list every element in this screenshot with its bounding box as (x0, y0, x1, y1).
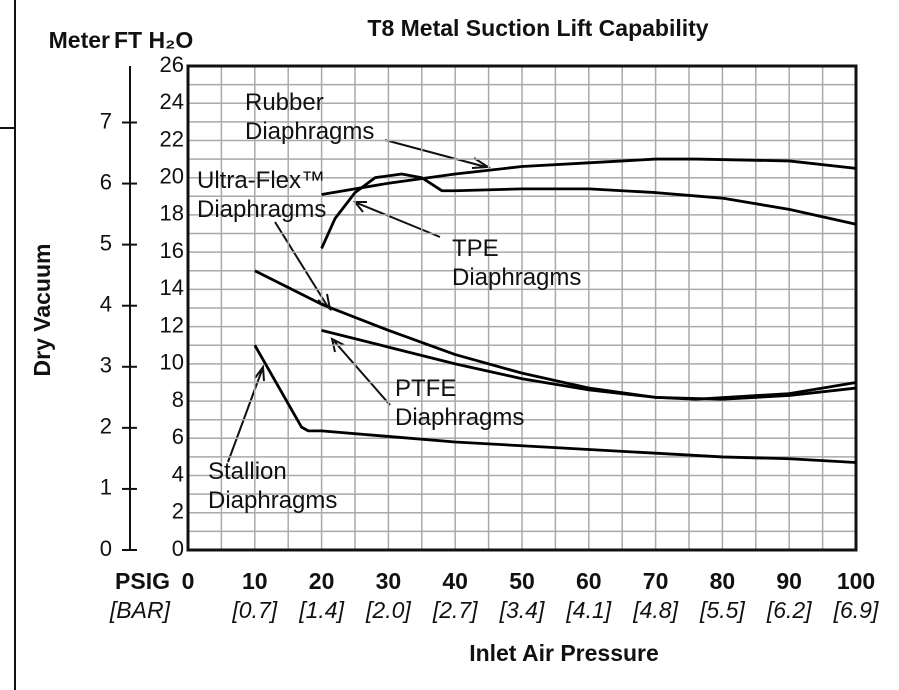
x-tick-label: 100 (837, 568, 875, 594)
x2-tick-label: [6.9] (833, 597, 879, 623)
x-tick-label: 20 (309, 568, 335, 594)
y2-tick-label: 0 (100, 536, 112, 561)
y-tick-label: 16 (160, 238, 184, 263)
y-tick-label: 22 (160, 126, 184, 151)
x2-tick-label: [3.4] (499, 597, 545, 623)
x2-tick-label: [2.7] (432, 597, 478, 623)
y-tick-label: 4 (172, 461, 184, 486)
series-label: Stallion Diaphragms (208, 458, 338, 514)
y-tick-label: 0 (172, 536, 184, 561)
y-tick-label: 14 (160, 275, 184, 300)
x-tick-label: 10 (242, 568, 268, 594)
y2-tick-label: 6 (100, 169, 112, 194)
y-tick-label: 24 (160, 89, 184, 114)
y2-tick-label: 1 (100, 475, 112, 500)
y-tick-label: 20 (160, 164, 184, 189)
y-unit: FT H₂O (114, 27, 193, 53)
x-tick-label: 50 (509, 568, 535, 594)
y2-tick-label: 2 (100, 414, 112, 439)
x2-tick-label: [1.4] (298, 597, 344, 623)
x2-tick-label: [0.7] (231, 597, 277, 623)
x-tick-label: 80 (710, 568, 736, 594)
y-tick-label: 6 (172, 424, 184, 449)
x-tick-label: 30 (376, 568, 402, 594)
y2-tick-label: 3 (100, 353, 112, 378)
x-label: Inlet Air Pressure (469, 640, 659, 666)
x2-tick-label: [6.2] (766, 597, 812, 623)
y-tick-label: 18 (160, 201, 184, 226)
x-tick-label: 60 (576, 568, 602, 594)
y-label: Dry Vacuum (29, 244, 55, 377)
x2-tick-label: [2.0] (365, 597, 411, 623)
x2-tick-label: [4.8] (632, 597, 678, 623)
chart-title: T8 Metal Suction Lift Capability (367, 15, 708, 41)
x-tick-label: 90 (776, 568, 802, 594)
series-line (320, 172, 857, 250)
x2-tick-label: [5.5] (699, 597, 745, 623)
y2-unit: Meter (49, 27, 110, 53)
x-tick-label: 40 (442, 568, 468, 594)
plot-frame (186, 64, 858, 552)
x2-unit: [BAR] (109, 597, 171, 623)
arrow (330, 337, 391, 406)
y2-tick-label: 4 (100, 292, 112, 317)
y-tick-label: 8 (172, 387, 184, 412)
arrow (352, 201, 441, 238)
arrow (227, 364, 265, 463)
series-line (321, 328, 857, 401)
x2-tick-label: [4.1] (565, 597, 611, 623)
y-tick-label: 26 (160, 52, 184, 77)
y-tick-label: 2 (172, 499, 184, 524)
y-tick-label: 10 (160, 350, 184, 375)
y2-tick-label: 5 (100, 230, 112, 255)
x-tick-label: 70 (643, 568, 669, 594)
series-line (253, 344, 857, 464)
series-label: Rubber Diaphragms (245, 89, 375, 145)
series-label: Ultra-Flex™ Diaphragms (197, 167, 327, 223)
series-label: TPE Diaphragms (452, 235, 582, 291)
series-line (254, 269, 857, 401)
x-tick-label: 0 (182, 568, 195, 594)
y-tick-label: 12 (160, 312, 184, 337)
series-label: PTFE Diaphragms (395, 375, 525, 431)
y2-tick-label: 7 (100, 108, 112, 133)
x-unit: PSIG (115, 568, 170, 594)
series-line (321, 157, 857, 196)
